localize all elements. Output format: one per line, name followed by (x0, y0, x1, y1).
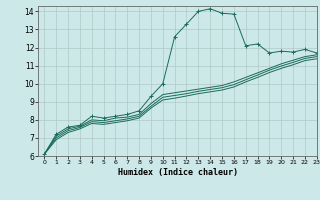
X-axis label: Humidex (Indice chaleur): Humidex (Indice chaleur) (118, 168, 238, 177)
